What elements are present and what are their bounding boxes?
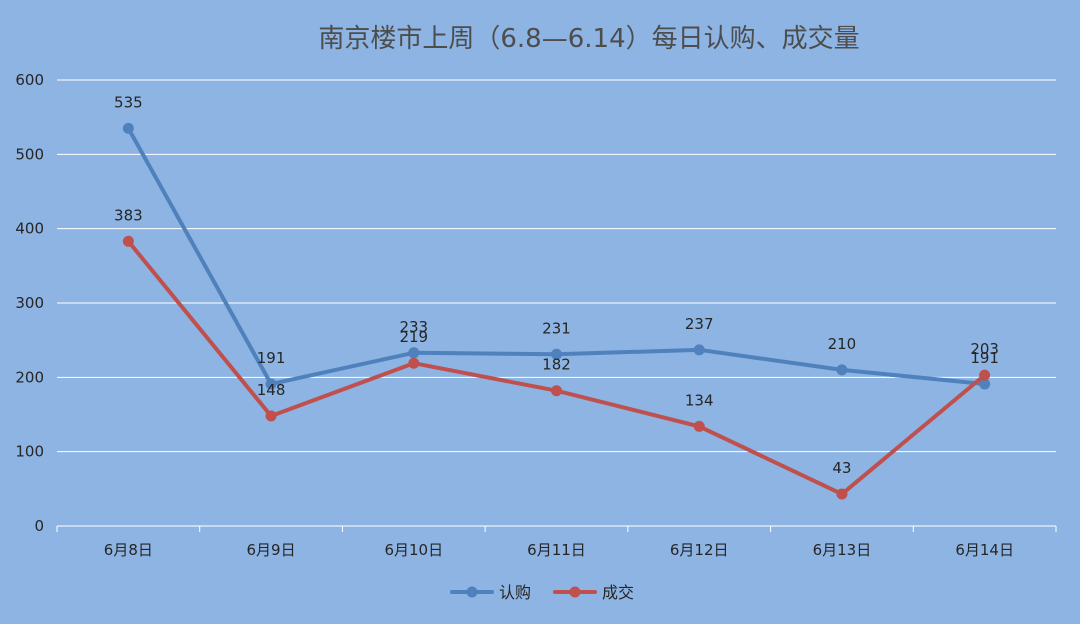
data-label: 237 <box>685 315 714 333</box>
data-label: 134 <box>685 391 714 409</box>
data-label: 535 <box>114 93 143 111</box>
legend-marker-2 <box>569 586 581 598</box>
x-tick-label: 6月12日 <box>670 541 729 559</box>
data-label: 182 <box>542 356 571 374</box>
data-labels: 535 191 233 231 237 210 191 383 148 219 182 134 43 20… <box>114 93 999 477</box>
data-point <box>265 410 277 422</box>
data-label: 43 <box>832 459 851 477</box>
data-label: 191 <box>970 349 999 367</box>
data-label: 191 <box>257 349 286 367</box>
x-tick-label: 6月8日 <box>104 541 153 559</box>
grid-lines <box>57 79 1056 453</box>
data-label: 233 <box>399 318 428 336</box>
x-tick-label: 6月14日 <box>955 541 1014 559</box>
legend-label-1: 认购 <box>499 583 531 602</box>
y-tick-label: 0 <box>34 517 44 535</box>
data-point <box>122 235 134 247</box>
data-point <box>551 385 562 397</box>
data-label: 231 <box>542 319 571 337</box>
data-point <box>408 357 420 369</box>
legend-label-2: 成交 <box>602 583 634 602</box>
data-label: 148 <box>257 381 286 399</box>
data-point <box>693 420 705 432</box>
data-label: 210 <box>828 335 857 353</box>
data-point <box>693 344 705 356</box>
chart-title: 南京楼市上周（6.8—6.14）每日认购、成交量 <box>318 24 859 54</box>
data-label: 219 <box>399 328 428 346</box>
data-point <box>551 348 562 360</box>
data-label: 203 <box>970 340 999 358</box>
y-tick-label: 400 <box>15 220 44 238</box>
y-tick-label: 300 <box>15 294 44 312</box>
y-tick-label: 500 <box>15 145 44 163</box>
x-tick-label: 6月11日 <box>527 541 586 559</box>
y-tick-label: 200 <box>15 368 44 386</box>
data-point <box>979 378 991 390</box>
legend-marker-1 <box>466 586 478 598</box>
data-point <box>408 347 420 359</box>
data-point <box>979 369 991 381</box>
y-tick-label: 600 <box>15 71 44 89</box>
data-point <box>836 364 848 376</box>
x-tick-label: 6月13日 <box>813 541 872 559</box>
series-lines <box>122 122 991 500</box>
data-point <box>836 488 848 500</box>
axes: 0 100 200 300 400 500 600 6月8日 6月9日 6月10日 6月11日 6月1… <box>15 71 1057 559</box>
y-tick-label: 100 <box>15 443 44 461</box>
x-tick-label: 6月10日 <box>384 541 443 559</box>
legend: 认购 成交 <box>450 583 634 602</box>
x-tick-label: 6月9日 <box>247 541 296 559</box>
data-point <box>122 122 134 134</box>
data-point <box>265 378 277 390</box>
data-label: 383 <box>114 206 143 224</box>
